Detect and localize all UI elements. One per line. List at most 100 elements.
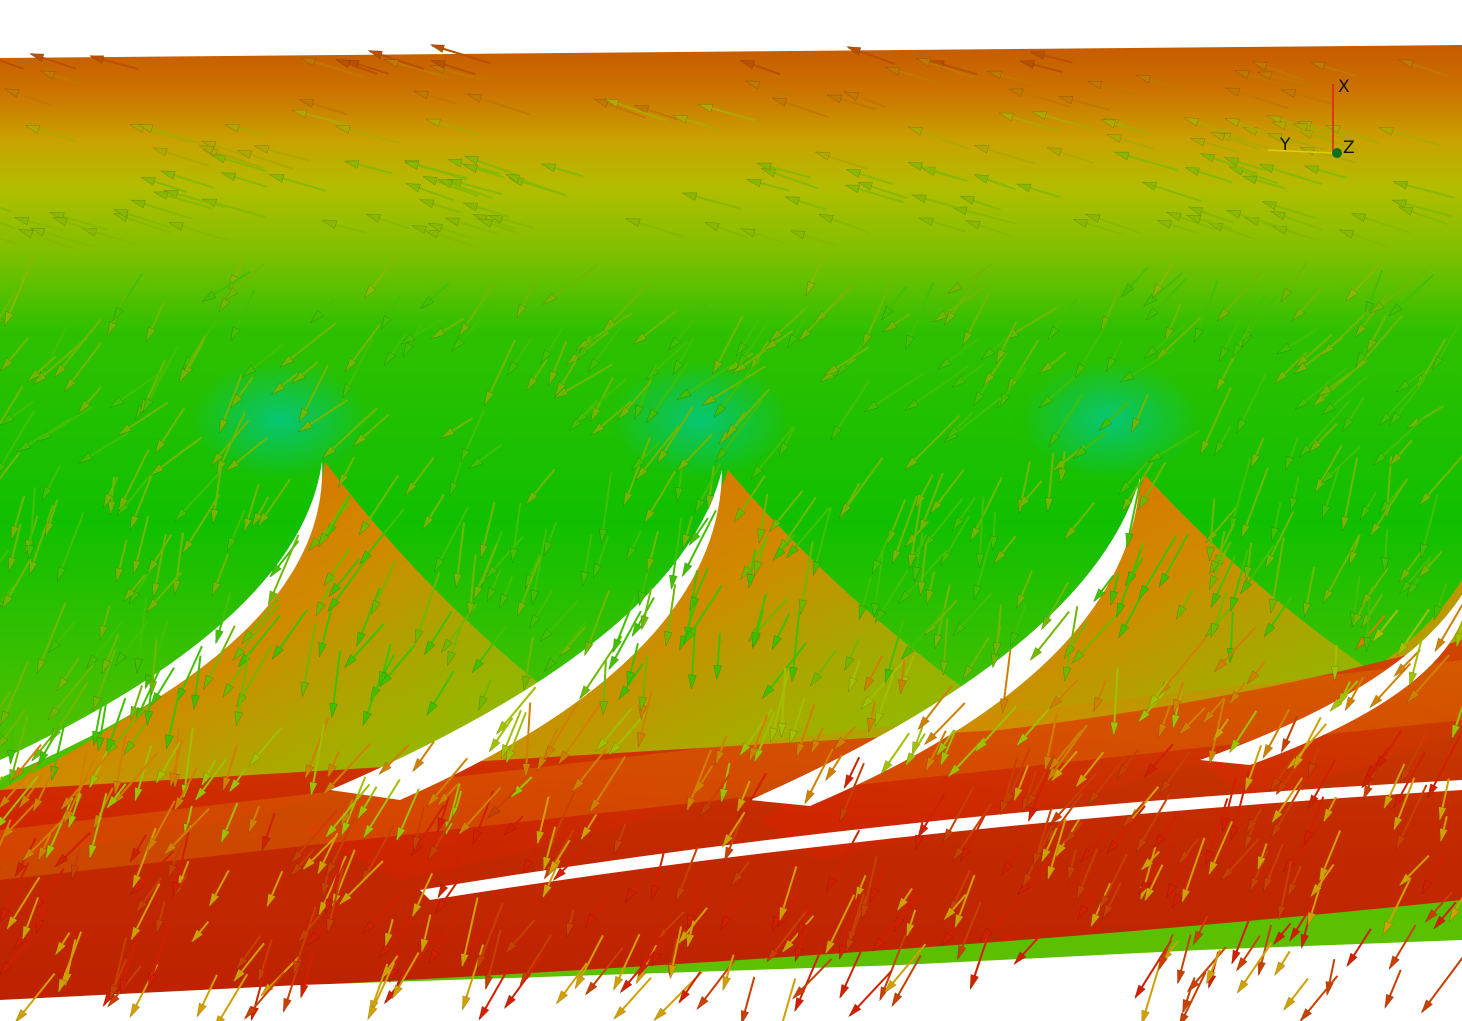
arrow-head [884,66,901,76]
arrow-head [668,964,678,980]
arrow-head [1016,881,1031,896]
arrow-head [0,816,7,827]
arrow-head [1184,167,1200,176]
arrow-head [993,549,1007,565]
arrow-head [471,658,484,674]
arrow-head [1244,834,1254,851]
arrow-head [762,339,778,352]
arrow-head [1362,636,1372,653]
arrow-head [1378,500,1392,515]
arrow-head [825,876,837,893]
arrow-head [411,757,425,773]
arrow-head [745,178,762,188]
arrow-head [114,651,127,667]
arrow-head [910,194,927,203]
arrow-head [1047,757,1061,772]
arrow-shaft [36,602,67,672]
arrow-head [824,766,837,782]
arrow-head [13,216,30,226]
arrow-head [509,547,519,564]
arrow-head [151,582,161,599]
arrow-head [1266,115,1283,125]
arrow-head [982,372,996,387]
arrow-head [844,184,861,194]
arrow-head [574,974,586,990]
arrow-head [146,559,159,575]
arrow-head [1,593,14,610]
arrow-head [292,960,302,976]
arrow-shaft [682,509,717,576]
arrow-head [154,439,167,455]
arrow-head [929,499,943,515]
arrow-head [1321,402,1336,416]
arrow-head [516,303,527,320]
arrow-head [1093,696,1103,713]
arrow-head [383,351,396,367]
arrow-head [748,746,759,763]
arrow-head [29,228,46,237]
arrow-head [323,571,336,587]
arrow-head [1205,849,1215,866]
arrow-head [1134,984,1146,1000]
arrow-head [672,115,688,124]
arrow-head [1369,300,1385,314]
arrow-head [1439,827,1449,844]
arrow-shaft [142,345,179,412]
arrow-head [108,984,119,1000]
arrow-head [697,104,714,113]
arrow-head [1251,61,1268,71]
arrow-head [384,932,394,949]
arrow-head [112,306,124,322]
arrow-head [148,680,158,697]
arrow-head [92,730,101,747]
arrow-head [220,828,231,845]
arrow-head [964,220,981,230]
arrow-head [241,364,257,378]
arrow-head [486,587,497,603]
arrow-head [555,990,569,1005]
arrow-head [194,787,207,802]
arrow-head [123,740,136,756]
arrow-head [1381,557,1390,573]
arrow-head [554,381,567,397]
arrow-head [778,442,790,458]
arrow-head [370,599,382,616]
arrow-head [1246,670,1260,685]
arrow-head [418,199,435,209]
arrow-head [719,788,729,804]
vector-glyphs [0,44,1462,1021]
arrow-head [1185,215,1202,224]
arrow-head [823,363,839,376]
arrow-head [880,760,893,775]
arrow-head [430,327,446,340]
arrow-head [0,317,4,323]
arrow-head [220,172,237,182]
arrow-head [1256,71,1273,80]
arrow-head [951,516,965,532]
arrow-head [1249,876,1260,893]
axes-triad: X Y Z [1267,77,1355,158]
arrow-head [765,948,779,964]
arrow-head [321,882,330,898]
arrow-head [740,565,753,581]
arrow-head [1263,622,1276,638]
arrow-shaft [4,255,35,325]
arrow-head [225,458,240,472]
arrow-head [403,161,420,170]
arrow-head [712,359,723,375]
arrow-head [542,856,552,872]
arrow-head [466,602,476,618]
arrow-head [845,169,862,178]
arrow-head [1009,631,1020,648]
arrow-head [1173,698,1182,715]
arrow-head [112,209,129,218]
arrow-head [1113,151,1130,161]
arrow-head [1270,809,1283,825]
arrow-head [1086,80,1103,90]
arrow-head [200,771,212,788]
arrow-head [289,862,303,877]
arrow-head [88,844,98,860]
arrow-head [1038,361,1054,375]
arrow-head [612,975,624,992]
arrow-head [552,867,567,882]
